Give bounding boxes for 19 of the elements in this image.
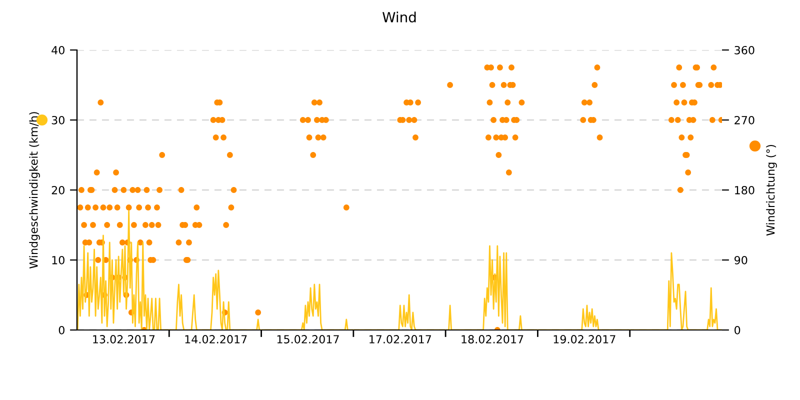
y2-tick-label: 270 — [734, 116, 754, 124]
y-axis-title: Windgeschwindigkeit (km/h) — [29, 112, 40, 268]
y2-tick-label: 90 — [734, 256, 748, 264]
x-tick-label: 15.02.2017 — [277, 335, 339, 344]
y-tick-label: 20 — [52, 186, 64, 194]
x-tick-label: 14.02.2017 — [185, 335, 247, 344]
x-tick-label: 13.02.2017 — [93, 335, 155, 344]
x-tick-label: 17.02.2017 — [370, 335, 431, 344]
x-tick-label: 19.02.2017 — [554, 335, 616, 344]
chart-title: Wind — [382, 12, 416, 22]
y2-axis-title: Windrichtung (°) — [766, 144, 777, 236]
y-tick-label: 40 — [52, 46, 64, 54]
y2-tick-label: 360 — [734, 46, 754, 54]
y-tick-label: 30 — [52, 116, 64, 124]
y-tick-label: 10 — [52, 256, 64, 264]
y-tick-label: 0 — [58, 326, 64, 334]
y2-tick-label: 0 — [734, 326, 740, 334]
x-tick-label: 18.02.2017 — [462, 335, 524, 344]
y2-tick-label: 180 — [735, 186, 754, 194]
